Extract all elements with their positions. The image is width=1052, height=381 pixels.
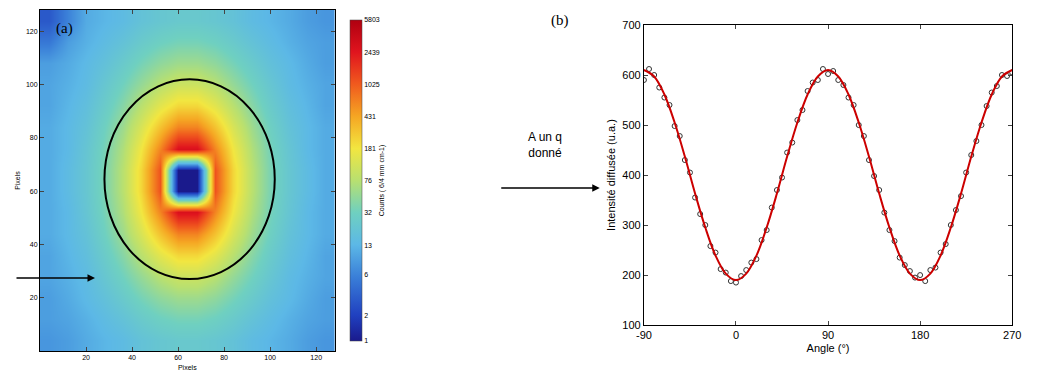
- svg-text:80: 80: [220, 354, 228, 361]
- svg-text:40: 40: [30, 241, 38, 248]
- svg-text:1025: 1025: [364, 81, 380, 88]
- svg-text:60: 60: [30, 188, 38, 195]
- svg-text:120: 120: [310, 354, 322, 361]
- svg-text:32: 32: [364, 209, 372, 216]
- svg-text:6: 6: [364, 271, 368, 278]
- svg-text:120: 120: [26, 28, 38, 35]
- svg-text:20: 20: [30, 294, 38, 301]
- svg-text:76: 76: [364, 177, 372, 184]
- svg-text:Counts ( 6/4 mm cm-1): Counts ( 6/4 mm cm-1): [378, 145, 386, 217]
- svg-text:100: 100: [622, 319, 640, 331]
- svg-text:2: 2: [364, 312, 368, 319]
- svg-text:40: 40: [128, 354, 136, 361]
- svg-text:100: 100: [26, 81, 38, 88]
- svg-text:60: 60: [174, 354, 182, 361]
- svg-text:Pixels: Pixels: [178, 364, 197, 371]
- svg-text:400: 400: [622, 169, 640, 181]
- svg-text:100: 100: [264, 354, 276, 361]
- svg-text:5803: 5803: [364, 16, 380, 23]
- svg-text:13: 13: [364, 242, 372, 249]
- svg-text:-90: -90: [636, 329, 652, 341]
- svg-text:600: 600: [622, 69, 640, 81]
- svg-text:90: 90: [822, 329, 834, 341]
- svg-text:(b): (b): [551, 12, 569, 29]
- svg-text:0: 0: [733, 329, 739, 341]
- svg-text:Pixels: Pixels: [14, 171, 21, 190]
- svg-text:300: 300: [622, 219, 640, 231]
- svg-text:700: 700: [622, 19, 640, 31]
- svg-text:200: 200: [622, 269, 640, 281]
- svg-text:20: 20: [82, 354, 90, 361]
- svg-text:270: 270: [1003, 329, 1021, 341]
- svg-text:A un qdonné: A un qdonné: [528, 130, 562, 160]
- svg-text:Angle (°): Angle (°): [807, 342, 850, 354]
- svg-text:80: 80: [30, 134, 38, 141]
- svg-text:(a): (a): [56, 20, 73, 37]
- svg-text:500: 500: [622, 119, 640, 131]
- svg-text:431: 431: [364, 113, 376, 120]
- svg-text:180: 180: [911, 329, 929, 341]
- svg-text:181: 181: [364, 145, 376, 152]
- svg-text:2439: 2439: [364, 49, 380, 56]
- svg-text:Intensité diffusée (u.a.): Intensité diffusée (u.a.): [605, 119, 617, 231]
- svg-text:1: 1: [364, 337, 368, 344]
